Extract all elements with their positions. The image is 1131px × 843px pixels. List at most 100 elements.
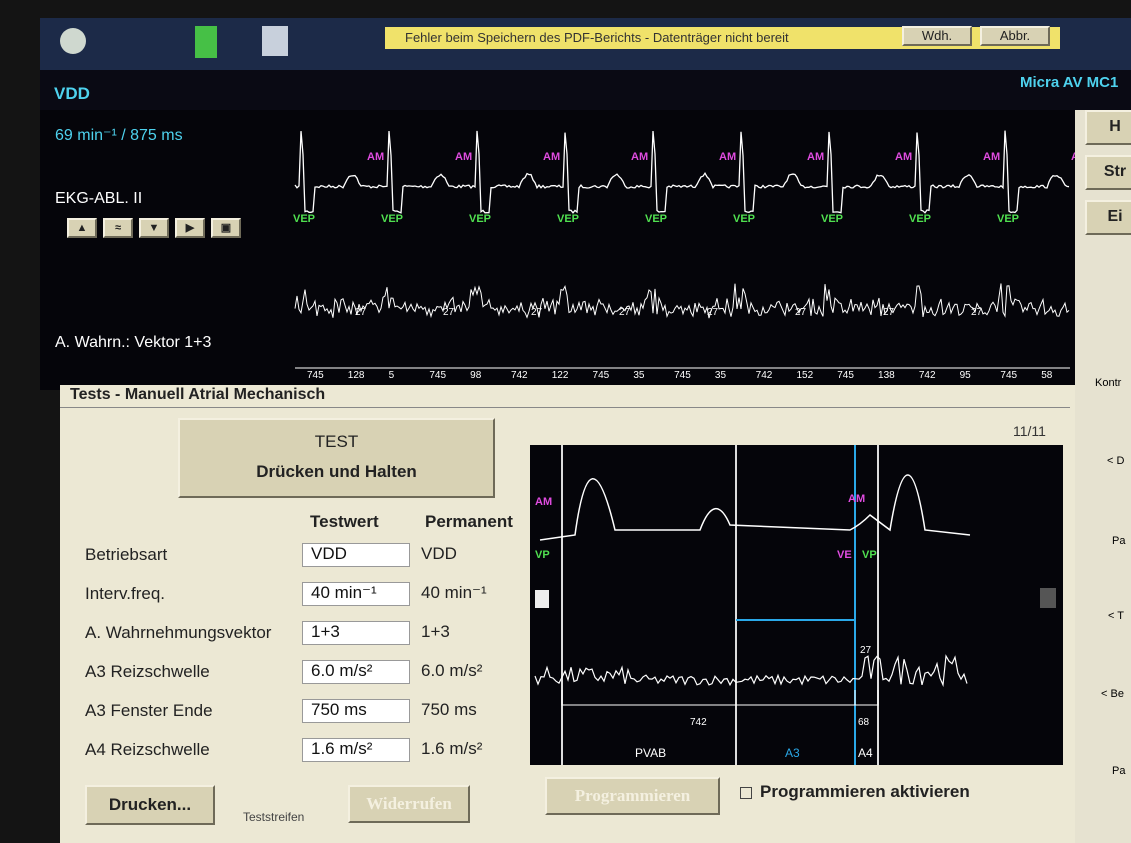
permanent-value: 1.6 m/s² — [421, 739, 482, 759]
interval-label: 5 — [389, 370, 395, 381]
ventricular-marker: VEP — [733, 213, 755, 225]
print-button[interactable]: Drucken... — [85, 785, 215, 825]
permanent-value: 6.0 m/s² — [421, 661, 482, 681]
test-value: 1.6 m/s² — [302, 738, 410, 762]
graph-marker: AM — [848, 493, 865, 505]
atrial-marker: AM — [719, 151, 736, 163]
channel2: A. Wahrn.: Vektor 1+3 — [55, 334, 211, 352]
permanent-value: VDD — [421, 544, 457, 564]
retry-button[interactable]: Wdh. — [902, 26, 972, 46]
activate-label[interactable]: Programmieren aktivieren — [760, 782, 970, 802]
interval-label: 122 — [552, 370, 569, 381]
column-header: Testwert — [310, 512, 379, 532]
screen: Fehler beim Speichern des PDF-Berichts -… — [0, 0, 1131, 843]
side-item[interactable]: < Be — [1101, 688, 1124, 700]
test-value: 40 min⁻¹ — [302, 582, 410, 606]
permanent-value: 1+3 — [421, 622, 450, 642]
side-button[interactable]: Str — [1085, 155, 1131, 190]
side-button[interactable]: Ei — [1085, 200, 1131, 235]
row-label: Interv.freq. — [85, 584, 165, 604]
interval-label: 152 — [796, 370, 813, 381]
test-line1: TEST — [180, 432, 493, 452]
atrial-marker: AM — [895, 151, 912, 163]
graph-marker: VE — [837, 549, 852, 561]
interval-label: 35 — [715, 370, 727, 381]
graph-label: 68 — [858, 717, 870, 728]
ventricular-marker: VEP — [557, 213, 579, 225]
graph-marker: VP — [862, 549, 877, 561]
graph-bg — [530, 445, 1063, 765]
sense-label: 27 — [355, 307, 367, 318]
strip-control[interactable]: ≈ — [103, 218, 133, 238]
zone-label: A4 — [858, 746, 873, 760]
sense-label: 27 — [883, 307, 895, 318]
graph-label: 742 — [690, 717, 707, 728]
interval-label: 742 — [919, 370, 936, 381]
error-text: Fehler beim Speichern des PDF-Berichts -… — [405, 30, 789, 45]
interval-label: 35 — [633, 370, 645, 381]
interval-label: 745 — [593, 370, 610, 381]
toolbar: Fehler beim Speichern des PDF-Berichts -… — [40, 18, 1131, 70]
sidebar: H Str Ei Kontr < D Pa < T < Be Pa — [1075, 110, 1131, 843]
graph-label: 27 — [860, 645, 872, 656]
device: Micra AV MC1 — [1020, 74, 1118, 91]
ventricular-marker: VEP — [381, 213, 403, 225]
program-button: Programmieren — [545, 777, 720, 815]
interval-label: 745 — [429, 370, 446, 381]
row-label: A. Wahrnehmungsvektor — [85, 623, 271, 643]
row-label: A3 Fenster Ende — [85, 701, 213, 721]
ventricular-marker: VEP — [293, 213, 315, 225]
ventricular-marker: VEP — [909, 213, 931, 225]
test-value: 1+3 — [302, 621, 410, 645]
atrial-marker: AM — [983, 151, 1000, 163]
strip-control[interactable]: ▲ — [67, 218, 97, 238]
sense-label: 27 — [443, 307, 455, 318]
graph-marker: AM — [535, 496, 552, 508]
atrial-marker: AM — [543, 151, 560, 163]
ventricular-marker: VEP — [997, 213, 1019, 225]
interval-label: 58 — [1041, 370, 1053, 381]
scroll-left[interactable] — [535, 590, 549, 608]
rate: 69 min⁻¹ / 875 ms — [55, 125, 183, 145]
panel-title: Tests - Manuell Atrial Mechanisch — [70, 386, 325, 404]
side-button[interactable]: H — [1085, 110, 1131, 145]
test-value: 6.0 m/s² — [302, 660, 410, 684]
ventricular-marker: VEP — [645, 213, 667, 225]
row-label: A4 Reizschwelle — [85, 740, 210, 760]
sense-label: 27 — [531, 307, 543, 318]
ventricular-marker: VEP — [469, 213, 491, 225]
graph-marker: VP — [535, 549, 550, 561]
test-value: 750 ms — [302, 699, 410, 723]
column-header: Permanent — [425, 512, 513, 532]
sense-label: 27 — [707, 307, 719, 318]
channel1: EKG-ABL. II — [55, 190, 142, 208]
permanent-value: 40 min⁻¹ — [421, 583, 487, 603]
scroll-right[interactable] — [1040, 588, 1056, 608]
test-value: VDD — [302, 543, 410, 567]
zone-label: A3 — [785, 746, 800, 760]
interval-label: 742 — [511, 370, 528, 381]
test-button[interactable]: TEST Drücken und Halten — [178, 418, 495, 498]
strip-control[interactable]: ▶ — [175, 218, 205, 238]
side-item[interactable]: Pa — [1112, 765, 1125, 777]
mode: VDD — [54, 84, 90, 104]
side-item[interactable]: < T — [1108, 610, 1124, 622]
page-indicator: 11/11 — [1013, 423, 1046, 439]
atrial-marker: AM — [455, 151, 472, 163]
strip-control[interactable]: ▼ — [139, 218, 169, 238]
side-item[interactable]: Pa — [1112, 535, 1125, 547]
interval-label: 745 — [307, 370, 324, 381]
abort-button[interactable]: Abbr. — [980, 26, 1050, 46]
sense-label: 27 — [971, 307, 983, 318]
interval-label: 745 — [674, 370, 691, 381]
row-label: A3 Reizschwelle — [85, 662, 210, 682]
side-item[interactable]: < D — [1107, 455, 1124, 467]
strip-control[interactable]: ▣ — [211, 218, 241, 238]
interval-label: 745 — [837, 370, 854, 381]
atrial-marker: AM — [807, 151, 824, 163]
test-line2: Drücken und Halten — [180, 462, 493, 482]
atrial-marker: AM — [367, 151, 384, 163]
side-item[interactable]: Kontr — [1095, 377, 1121, 389]
header: VDD Micra AV MC1 — [40, 70, 1131, 110]
